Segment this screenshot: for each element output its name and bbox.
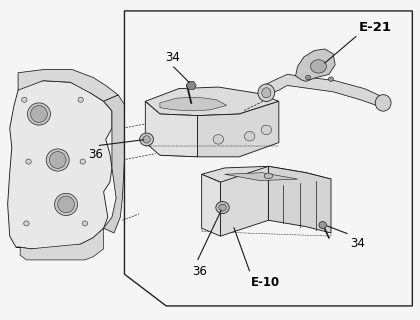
Ellipse shape <box>50 152 66 168</box>
Polygon shape <box>197 101 279 157</box>
Ellipse shape <box>258 84 275 101</box>
Text: 34: 34 <box>165 51 180 64</box>
Ellipse shape <box>80 159 85 164</box>
Ellipse shape <box>375 95 391 111</box>
Ellipse shape <box>78 97 84 102</box>
Ellipse shape <box>31 106 47 123</box>
Polygon shape <box>225 173 298 180</box>
Polygon shape <box>296 49 335 81</box>
Ellipse shape <box>82 221 87 226</box>
Polygon shape <box>8 81 112 249</box>
Text: 36: 36 <box>192 265 207 278</box>
Ellipse shape <box>244 132 255 141</box>
Polygon shape <box>202 174 220 236</box>
Polygon shape <box>160 97 227 111</box>
Polygon shape <box>268 166 331 233</box>
Ellipse shape <box>26 159 31 164</box>
Ellipse shape <box>55 193 78 215</box>
Polygon shape <box>186 81 196 90</box>
Text: E-10: E-10 <box>251 276 280 289</box>
Text: 34: 34 <box>350 237 365 250</box>
Ellipse shape <box>213 135 223 144</box>
Polygon shape <box>145 101 197 157</box>
Ellipse shape <box>264 173 273 179</box>
Ellipse shape <box>305 75 310 80</box>
Text: E-21: E-21 <box>359 21 391 34</box>
Ellipse shape <box>310 60 326 73</box>
Ellipse shape <box>319 221 326 228</box>
Text: 36: 36 <box>88 148 103 161</box>
Ellipse shape <box>27 103 50 125</box>
Polygon shape <box>145 87 279 116</box>
Polygon shape <box>202 166 331 188</box>
Polygon shape <box>16 228 104 260</box>
Ellipse shape <box>24 221 29 226</box>
Polygon shape <box>104 95 124 233</box>
Ellipse shape <box>140 133 153 146</box>
Ellipse shape <box>328 77 333 81</box>
Polygon shape <box>260 74 385 108</box>
Polygon shape <box>18 69 118 101</box>
Ellipse shape <box>143 136 150 143</box>
Ellipse shape <box>261 125 272 135</box>
Ellipse shape <box>219 204 226 211</box>
Polygon shape <box>220 166 268 236</box>
Ellipse shape <box>216 202 229 214</box>
Ellipse shape <box>46 149 69 171</box>
Ellipse shape <box>58 196 74 213</box>
Ellipse shape <box>21 97 27 102</box>
Ellipse shape <box>262 88 271 98</box>
